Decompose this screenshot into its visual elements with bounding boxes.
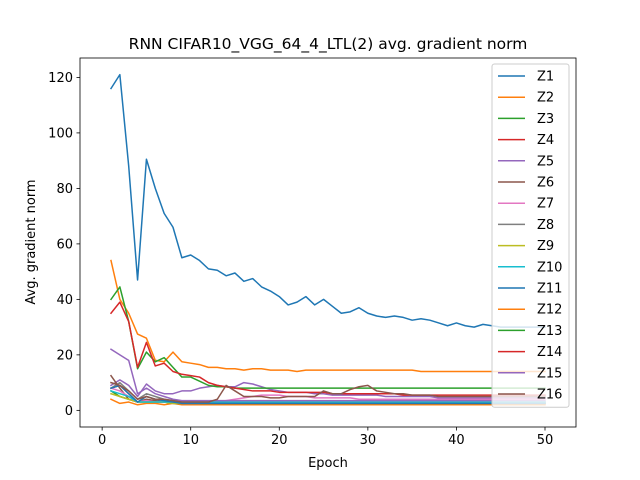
- series-line-z13: [109, 286, 546, 389]
- legend-label-z9: Z9: [537, 239, 554, 254]
- x-axis-title: Epoch: [308, 456, 348, 471]
- legend-label-z3: Z3: [537, 112, 554, 127]
- legend-label-z5: Z5: [537, 154, 554, 169]
- y-tick-label: 0: [65, 404, 73, 419]
- axes: 0 10 20 30 40 50 0 20 40 60 80 100 120: [48, 57, 577, 448]
- legend-label-z16: Z16: [537, 388, 562, 403]
- legend: Z1 Z2 Z3 Z4 Z5 Z6 Z7 Z8 Z9 Z10 Z11 Z12 Z13 Z14 Z15 Z16: [491, 63, 570, 408]
- y-tick-label: 60: [56, 237, 73, 252]
- series-line-z5: [109, 379, 546, 399]
- legend-label-z8: Z8: [537, 218, 554, 233]
- series-line-z15: [109, 348, 546, 402]
- legend-label-z7: Z7: [537, 197, 554, 212]
- legend-label-z6: Z6: [537, 176, 554, 191]
- legend-label-z2: Z2: [537, 91, 554, 106]
- legend-label-z11: Z11: [537, 282, 562, 297]
- x-tick-label: 30: [360, 433, 377, 448]
- legend-label-z4: Z4: [537, 133, 554, 148]
- y-tick-label: 40: [56, 293, 73, 308]
- series-line-z16: [110, 381, 546, 403]
- x-tick-label: 20: [271, 433, 288, 448]
- legend-label-z1: Z1: [537, 70, 554, 85]
- y-tick-label: 80: [56, 182, 73, 197]
- series-line-z12: [110, 259, 546, 373]
- y-tick-label: 100: [48, 126, 73, 141]
- series-line-z2: [110, 398, 546, 406]
- legend-label-z10: Z10: [537, 260, 562, 275]
- legend-label-z12: Z12: [537, 303, 562, 318]
- chart-title: RNN CIFAR10_VGG_64_4_LTL(2) avg. gradien…: [129, 35, 528, 54]
- series-line-z11: [110, 384, 546, 405]
- axes-frame: [79, 57, 577, 428]
- x-tick-label: 10: [182, 433, 199, 448]
- legend-label-z14: Z14: [537, 345, 562, 360]
- y-tick-label: 20: [56, 348, 73, 363]
- legend-label-z13: Z13: [537, 324, 562, 339]
- legend-label-z15: Z15: [537, 366, 562, 381]
- legend-box: [491, 63, 570, 408]
- x-tick-label: 50: [537, 433, 554, 448]
- x-tick-label: 0: [98, 433, 106, 448]
- series-line-z1: [109, 73, 546, 328]
- y-tick-label: 120: [48, 71, 73, 86]
- x-tick-label: 40: [448, 433, 465, 448]
- series-lines: [109, 73, 546, 406]
- plot-area: [109, 73, 546, 406]
- y-axis-title: Avg. gradient norm: [24, 179, 39, 304]
